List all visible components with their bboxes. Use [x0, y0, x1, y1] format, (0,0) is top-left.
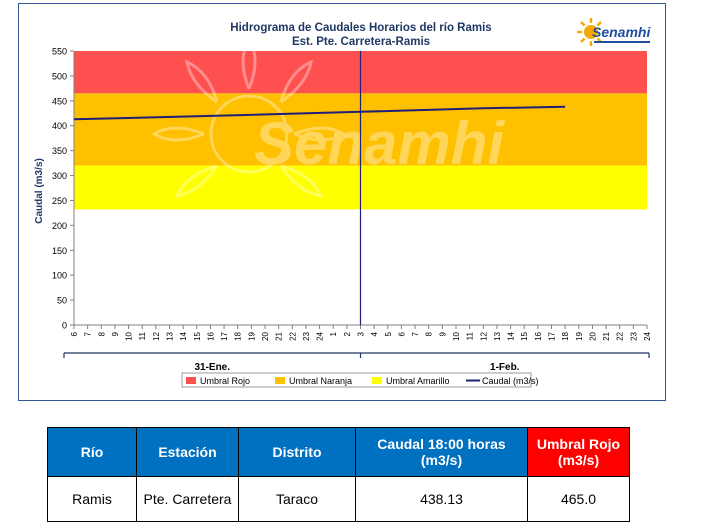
day-label: 1-Feb. — [490, 362, 520, 373]
series-line-caudal-m3-s- — [73, 105, 566, 121]
x-tick-label: 4 — [370, 331, 379, 336]
x-tick-label: 18 — [561, 331, 570, 340]
y-tick-label: 50 — [57, 296, 67, 306]
cell-umbral-rojo: 465.0 — [527, 476, 630, 522]
y-tick-label: 500 — [52, 71, 67, 81]
x-tick-label: 16 — [534, 331, 543, 340]
legend-swatch — [186, 377, 196, 384]
station-table: Río Estación Distrito Caudal 18:00 horas… — [47, 427, 630, 522]
legend-label: Umbral Naranja — [289, 376, 352, 386]
x-tick-label: 7 — [84, 331, 93, 336]
x-tick-label: 10 — [452, 331, 461, 340]
x-tick-label: 13 — [166, 331, 175, 340]
y-tick-label: 250 — [52, 196, 67, 206]
x-tick-label: 12 — [152, 331, 161, 340]
x-tick-label: 15 — [520, 331, 529, 340]
x-tick-label: 18 — [234, 331, 243, 340]
chart-title: Hidrograma de Caudales Horarios del río … — [230, 22, 491, 34]
x-tick-label: 22 — [616, 331, 625, 340]
y-tick-label: 0 — [62, 321, 67, 331]
x-tick-label: 14 — [179, 331, 188, 340]
header-distrito: Distrito — [238, 427, 356, 477]
chart-frame: Hidrograma de Caudales Horarios del río … — [18, 3, 666, 401]
x-tick-label: 2 — [343, 331, 352, 336]
x-tick-label: 9 — [438, 331, 447, 336]
y-tick-label: 300 — [52, 171, 67, 181]
day-label: 31-Ene. — [194, 362, 230, 373]
x-tick-label: 24 — [316, 331, 325, 340]
x-tick-label: 19 — [247, 331, 256, 340]
x-tick-label: 23 — [302, 331, 311, 340]
x-tick-label: 5 — [384, 331, 393, 336]
y-tick-label: 400 — [52, 121, 67, 131]
x-tick-label: 17 — [548, 331, 557, 340]
header-umbral-rojo: Umbral Rojo (m3/s) — [527, 427, 630, 477]
x-tick-label: 14 — [507, 331, 516, 340]
y-tick-label: 450 — [52, 96, 67, 106]
table-row: Ramis Pte. Carretera Taraco 438.13 465.0 — [47, 476, 630, 522]
header-caudal: Caudal 18:00 horas (m3/s) — [355, 427, 528, 477]
legend-swatch — [372, 377, 382, 384]
x-tick-label: 8 — [425, 331, 434, 336]
y-tick-label: 550 — [52, 47, 67, 57]
cell-estacion: Pte. Carretera — [136, 476, 239, 522]
legend-label: Caudal (m3/s) — [482, 376, 539, 386]
x-tick-label: 16 — [206, 331, 215, 340]
x-tick-label: 15 — [193, 331, 202, 340]
x-tick-label: 11 — [466, 331, 475, 340]
x-tick-label: 9 — [111, 331, 120, 336]
x-tick-label: 7 — [411, 331, 420, 336]
x-tick-label: 1 — [329, 331, 338, 336]
x-tick-label: 20 — [261, 331, 270, 340]
x-tick-label: 8 — [97, 331, 106, 336]
logo-text: Senamhi — [592, 24, 651, 40]
x-tick-label: 22 — [288, 331, 297, 340]
series-layer — [73, 105, 566, 121]
x-tick-label: 20 — [588, 331, 597, 340]
day-axis: 31-Ene. 1-Feb. — [63, 352, 650, 373]
watermark-sun-icon — [151, 36, 347, 198]
senamhi-logo: Senamhi — [577, 18, 651, 46]
y-tick-label: 200 — [52, 221, 67, 231]
x-tick-label: 6 — [397, 331, 406, 336]
x-tick-label: 17 — [220, 331, 229, 340]
x-tick-label: 11 — [138, 331, 147, 340]
legend-box — [181, 372, 532, 388]
cell-distrito: Taraco — [238, 476, 356, 522]
chart-subtitle: Est. Pte. Carretera-Ramis — [292, 36, 430, 48]
legend: Umbral Rojo Umbral Naranja Umbral Amarillo… — [181, 372, 539, 388]
cell-rio: Ramis — [47, 476, 137, 522]
y-tick-label: 100 — [52, 271, 67, 281]
hydrograph-chart: Hidrograma de Caudales Horarios del río … — [34, 18, 652, 388]
senamhi-watermark: Senamhi — [151, 36, 505, 198]
cell-caudal: 438.13 — [355, 476, 528, 522]
x-tick-label: 21 — [275, 331, 284, 340]
y-tick-label: 350 — [52, 146, 67, 156]
legend-swatch — [275, 377, 285, 384]
x-tick-label: 10 — [125, 331, 134, 340]
x-tick-label: 23 — [629, 331, 638, 340]
x-tick-label: 6 — [70, 331, 79, 336]
x-tick-label: 24 — [643, 331, 652, 340]
x-tick-label: 21 — [602, 331, 611, 340]
legend-label: Umbral Amarillo — [386, 376, 450, 386]
x-tick-label: 19 — [575, 331, 584, 340]
y-axis-label: Caudal (m3/s) — [34, 158, 45, 224]
x-tick-label: 13 — [493, 331, 502, 340]
x-tick-label: 12 — [479, 331, 488, 340]
header-rio: Río — [47, 427, 137, 477]
watermark-text: Senamhi — [254, 110, 505, 177]
y-tick-label: 150 — [52, 246, 67, 256]
legend-label: Umbral Rojo — [200, 376, 250, 386]
table-header-row: Río Estación Distrito Caudal 18:00 horas… — [47, 427, 630, 477]
header-estacion: Estación — [136, 427, 239, 477]
x-tick-label: 3 — [357, 331, 366, 336]
